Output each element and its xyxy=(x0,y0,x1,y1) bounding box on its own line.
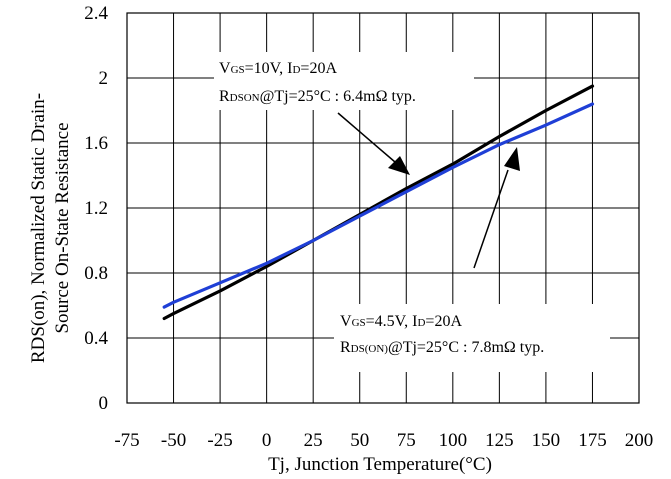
x-tick-label: 125 xyxy=(485,430,514,451)
series-group xyxy=(162,84,595,321)
y-tick-labels: 0 0.4 0.8 1.2 1.6 2 2.4 xyxy=(84,3,108,414)
x-tick-label: -75 xyxy=(114,430,139,451)
y-tick-label: 1.2 xyxy=(84,198,108,219)
annotation-4v5-background xyxy=(334,304,610,372)
annotation-10v-arrowhead xyxy=(388,156,410,175)
y-axis-label-line2: Source On-State Resistance xyxy=(52,122,73,333)
x-tick-label: 100 xyxy=(439,430,468,451)
annotation-10v: VGS=10V, ID=20A RDSON@Tj=25°C : 6.4mΩ ty… xyxy=(214,52,474,175)
annotation-4v5-arrowhead xyxy=(504,147,520,171)
series-line-0 xyxy=(162,84,595,321)
y-tick-label: 0.8 xyxy=(84,263,108,284)
annotation-4v5: VGS=4.5V, ID=20A RDS(ON)@Tj=25°C : 7.8mΩ… xyxy=(334,147,610,372)
y-tick-label: 2 xyxy=(99,68,109,89)
plot-frame xyxy=(126,12,640,404)
x-tick-label: -50 xyxy=(161,430,186,451)
x-tick-label: 200 xyxy=(625,430,654,451)
x-axis-label: Tj, Junction Temperature(°C) xyxy=(268,454,492,475)
x-tick-label: 0 xyxy=(262,430,272,451)
y-tick-label: 1.6 xyxy=(84,133,108,154)
annotation-4v5-arrow-line xyxy=(473,169,509,269)
y-tick-label: 2.4 xyxy=(84,3,108,24)
x-tick-label: 25 xyxy=(304,430,323,451)
annotation-10v-line1: VGS=10V, ID=20A xyxy=(219,60,337,77)
annotation-10v-arrow-line xyxy=(337,112,396,163)
y-tick-label: 0.4 xyxy=(84,328,108,349)
x-tick-label: 75 xyxy=(397,430,416,451)
series-line-1 xyxy=(162,102,595,309)
annotation-4v5-line2: RDS(ON)@Tj=25°C : 7.8mΩ typ. xyxy=(340,339,544,356)
x-tick-label: 150 xyxy=(532,430,561,451)
x-tick-labels: -75 -50 -25 0 25 50 75 100 125 150 175 200 xyxy=(114,430,653,451)
x-tick-label: 175 xyxy=(578,430,607,451)
y-axis-label-line1: RDS(on), Normalized Static Drain- xyxy=(28,93,49,363)
annotation-10v-background xyxy=(214,52,474,110)
x-tick-label: 50 xyxy=(350,430,369,451)
annotation-4v5-line1: VGS=4.5V, ID=20A xyxy=(340,313,462,330)
annotation-10v-line2: RDSON@Tj=25°C : 6.4mΩ typ. xyxy=(219,88,416,105)
y-tick-label: 0 xyxy=(99,393,109,414)
x-tick-label: -25 xyxy=(207,430,232,451)
